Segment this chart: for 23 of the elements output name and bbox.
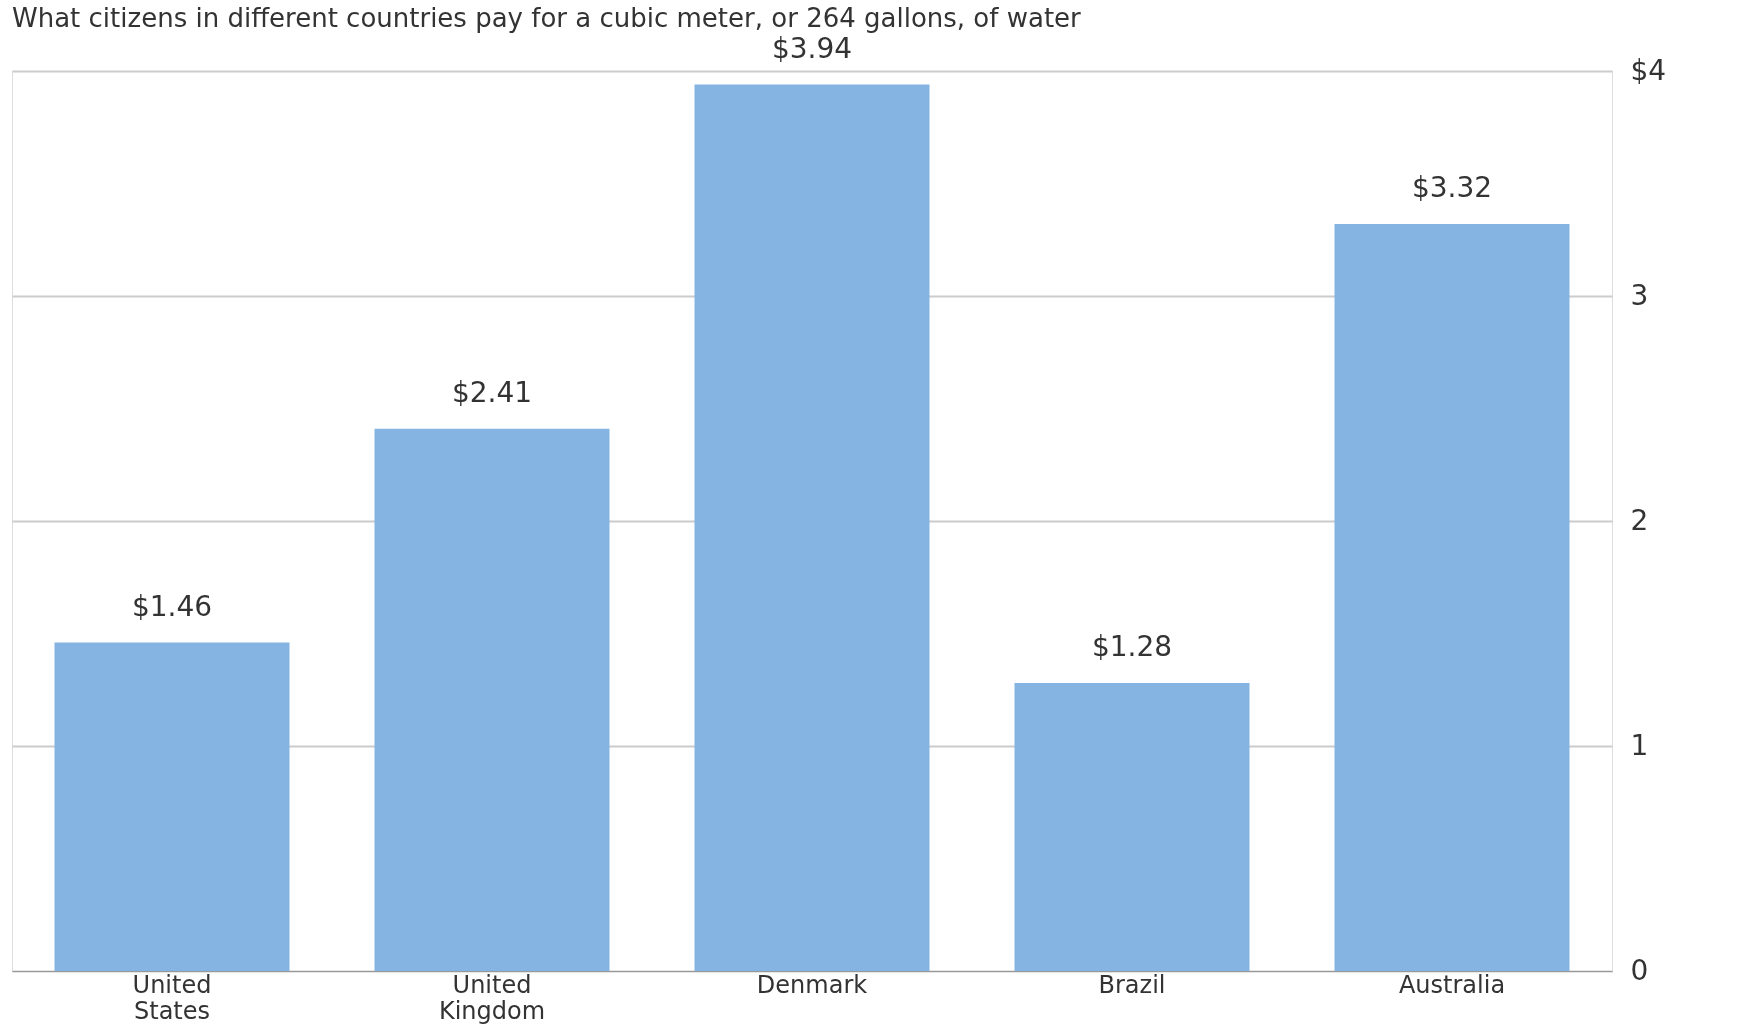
chart-title: What citizens in different countries pay for a cubic meter, or 264 gallons, of water: [12, 2, 1082, 33]
data-label: $1.46: [131, 589, 213, 623]
bar: [1334, 224, 1570, 971]
data-label: $2.41: [451, 375, 533, 409]
x-tick-label: Australia: [1398, 970, 1506, 999]
data-label: $3.94: [771, 31, 853, 65]
y-tick-label: 2: [1630, 503, 1649, 537]
category-label: States: [133, 996, 211, 1025]
y-tick-label: 3: [1630, 278, 1649, 312]
y-tick-label: 1: [1630, 728, 1649, 762]
category-label: United: [132, 970, 212, 999]
category-label: Kingdom: [438, 996, 546, 1025]
y-tick-label: $4: [1630, 53, 1667, 87]
bar: [694, 84, 930, 971]
bar: [54, 642, 290, 971]
bar: [1014, 683, 1250, 971]
category-label: United: [452, 970, 532, 999]
data-label: $3.32: [1411, 171, 1493, 204]
data-label: $1.28: [1091, 630, 1173, 663]
x-tick-label: Brazil: [1098, 970, 1166, 999]
y-tick-label: 0: [1630, 953, 1649, 987]
x-tick-label: Denmark: [756, 970, 868, 999]
bar: [374, 428, 610, 971]
